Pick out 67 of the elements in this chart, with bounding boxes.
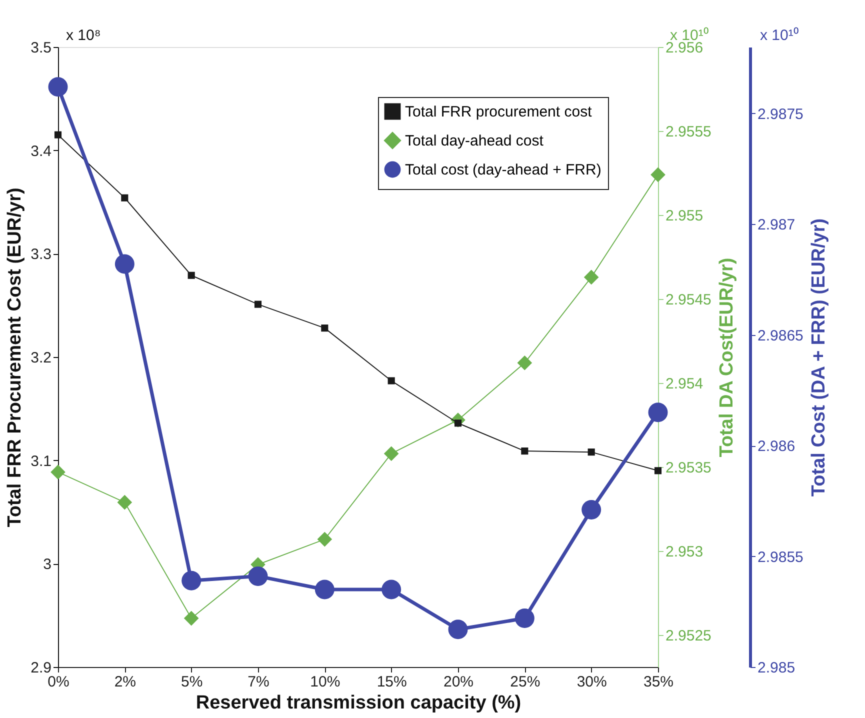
legend-label: Total day-ahead cost bbox=[405, 132, 544, 150]
y2-tick-label: 2.9545 bbox=[666, 292, 712, 309]
y2-tick-label: 2.953 bbox=[666, 544, 704, 561]
y-tick-label: 3 bbox=[43, 556, 52, 574]
text: x 10¹⁰ bbox=[760, 27, 798, 44]
y3-tick-label: 2.986 bbox=[758, 438, 796, 456]
point bbox=[648, 402, 668, 422]
point bbox=[248, 566, 268, 586]
point bbox=[388, 377, 395, 384]
legend-label: Total cost (day-ahead + FRR) bbox=[405, 162, 602, 178]
point bbox=[121, 194, 128, 202]
y-tick-label: 3.1 bbox=[30, 452, 52, 470]
point bbox=[582, 500, 602, 520]
point bbox=[48, 77, 68, 97]
legend-label: Total FRR procurement cost bbox=[405, 104, 593, 120]
y2-tick-label: 2.9535 bbox=[666, 460, 712, 477]
y2-tick-label: 2.955 bbox=[666, 208, 704, 225]
point bbox=[384, 446, 399, 462]
x-axis-title: Reserved transmission capacity (%) bbox=[196, 692, 522, 714]
x-tick-label: 5% bbox=[180, 674, 203, 690]
y-tick-label: 3.4 bbox=[30, 142, 52, 160]
y2-tick-label: 2.954 bbox=[666, 376, 704, 393]
y3-axis-title: Total Cost (DA + FRR) (EUR/yr) bbox=[808, 218, 830, 497]
point bbox=[588, 448, 595, 456]
y-tick-label: 2.9 bbox=[30, 660, 52, 676]
point bbox=[54, 131, 62, 138]
point bbox=[314, 580, 334, 600]
y-tick-label: 3.5 bbox=[30, 40, 52, 56]
x-tick-label: 35% bbox=[643, 674, 674, 690]
x-tick-label: 30% bbox=[576, 674, 607, 690]
point bbox=[584, 270, 599, 285]
x-tick-label: 20% bbox=[443, 674, 474, 690]
point bbox=[182, 570, 202, 590]
point bbox=[317, 532, 332, 547]
point bbox=[184, 610, 199, 626]
point bbox=[448, 620, 468, 640]
x-tick-label: 25% bbox=[510, 674, 540, 690]
point bbox=[382, 580, 402, 600]
point bbox=[650, 167, 666, 182]
point bbox=[514, 608, 534, 628]
x-tick-label: 10% bbox=[310, 674, 340, 690]
y3-tick-label: 2.987 bbox=[758, 216, 796, 234]
point bbox=[517, 355, 532, 370]
point bbox=[321, 324, 328, 332]
x-tick-label: 2% bbox=[114, 674, 136, 690]
x-tick-label: 7% bbox=[248, 674, 270, 690]
y-axis-title: Total FRR Procurement Cost (EUR/yr) bbox=[4, 188, 26, 528]
y2-tick-label: 2.9525 bbox=[666, 628, 712, 645]
point bbox=[654, 467, 662, 474]
x-tick-label: 15% bbox=[376, 674, 407, 690]
x-tick-label: 0% bbox=[48, 674, 70, 690]
y-tick-label: 3.3 bbox=[30, 246, 52, 264]
point bbox=[114, 254, 134, 274]
y2-axis-title: Total DA Cost(EUR/yr) bbox=[716, 258, 738, 458]
y3-tick-label: 2.9855 bbox=[758, 548, 804, 566]
text: x 10⁸ bbox=[66, 27, 101, 44]
y3-tick-label: 2.9865 bbox=[758, 327, 804, 344]
point bbox=[521, 447, 528, 455]
point bbox=[117, 494, 132, 510]
point bbox=[188, 272, 195, 279]
y3-tick-label: 2.9875 bbox=[758, 106, 804, 123]
point bbox=[254, 300, 262, 308]
point bbox=[50, 464, 66, 480]
y3-tick-label: 2.985 bbox=[758, 660, 796, 676]
y2-tick-label: 2.956 bbox=[666, 40, 704, 56]
y2-tick-label: 2.9555 bbox=[666, 124, 712, 141]
y-tick-label: 3.2 bbox=[30, 350, 52, 366]
